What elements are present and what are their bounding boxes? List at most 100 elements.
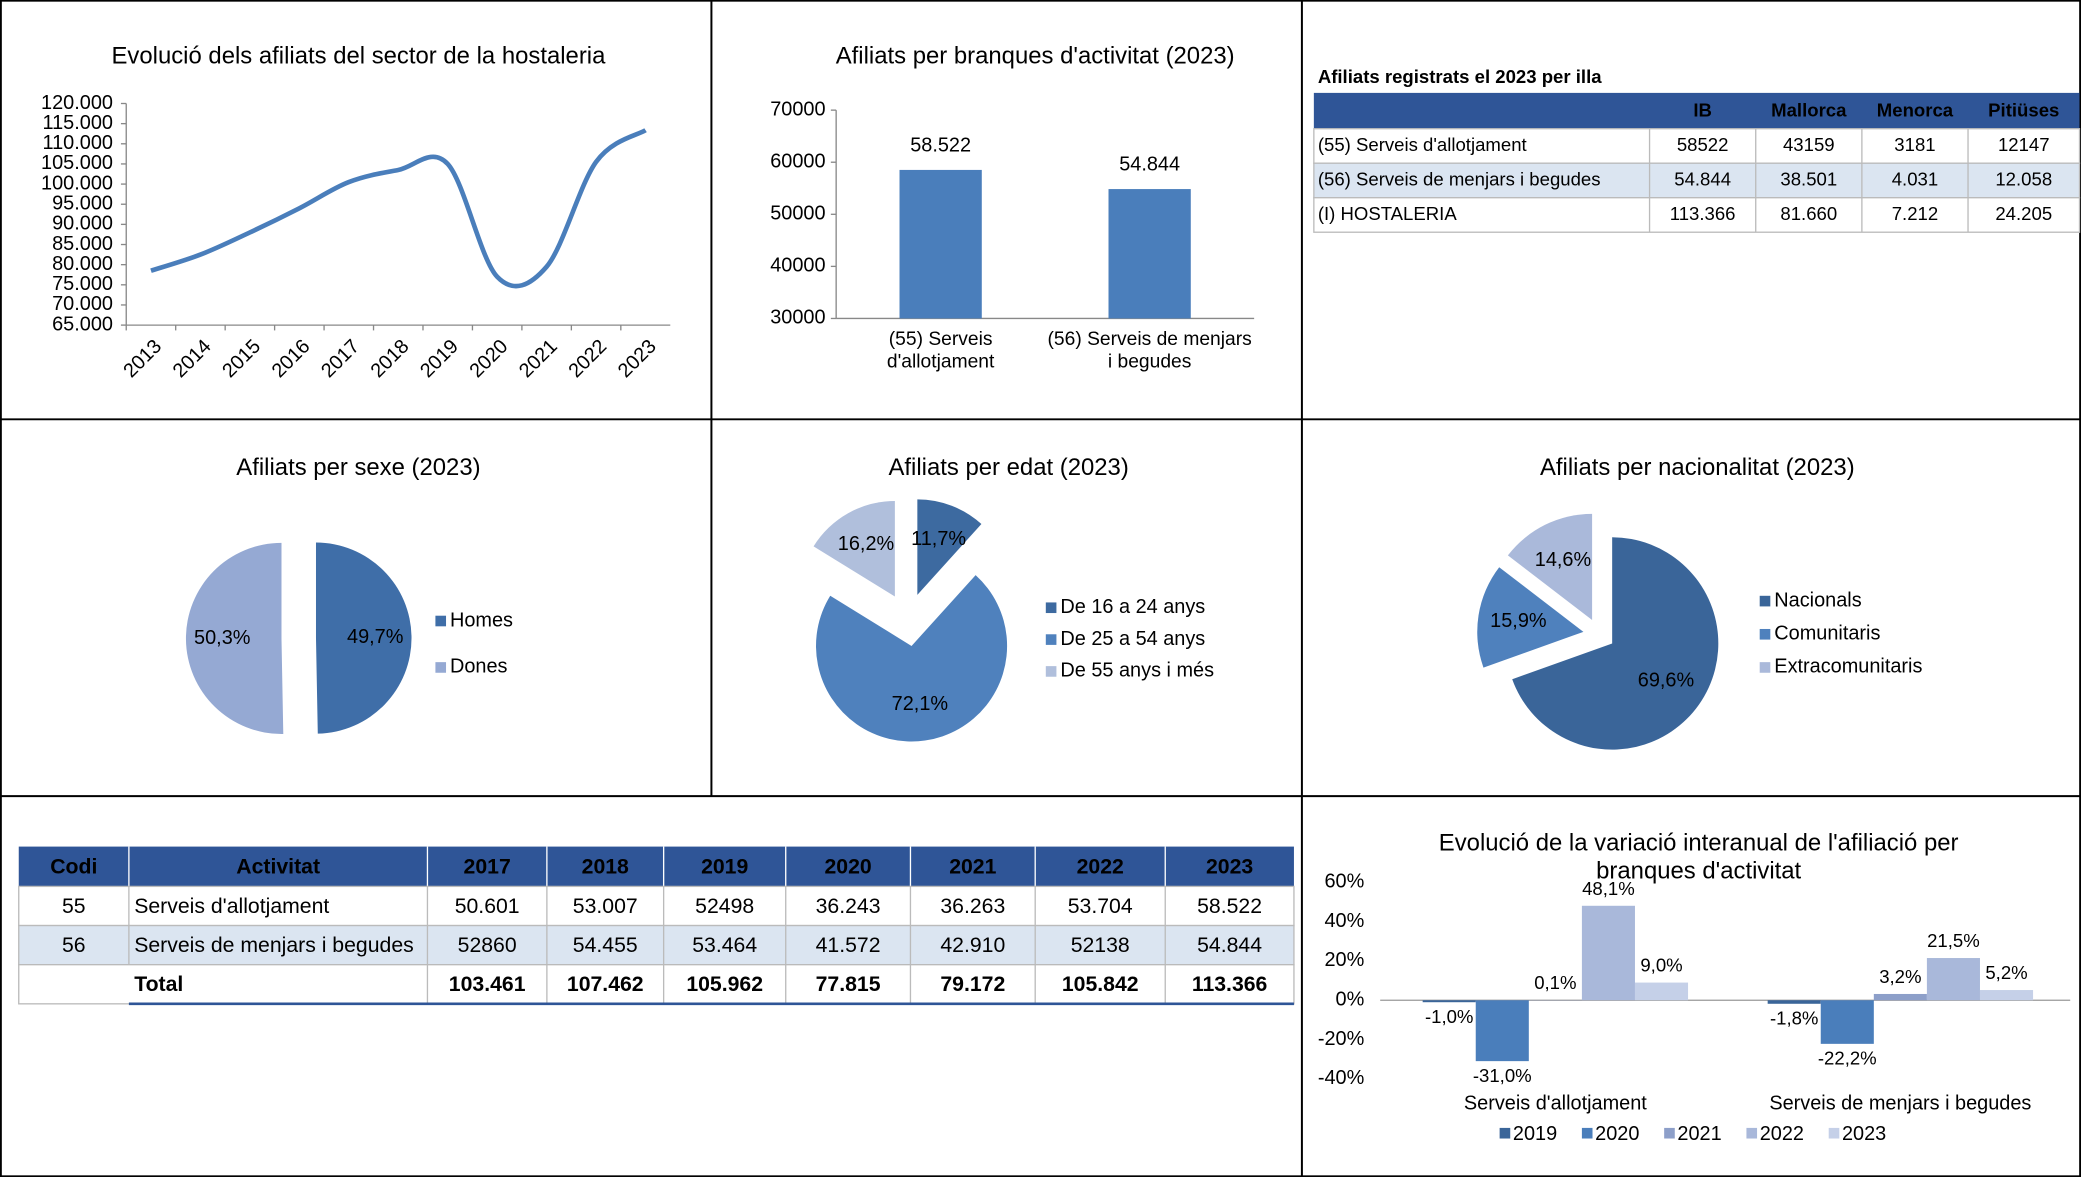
legend-label: 2022 bbox=[1760, 1123, 1804, 1145]
bar bbox=[1979, 990, 2034, 1001]
legend-swatch bbox=[1045, 634, 1057, 645]
table-cell: 4.031 bbox=[1892, 168, 1938, 189]
y-tick-label: 70.000 bbox=[52, 293, 113, 315]
column-header: 2020 bbox=[824, 855, 871, 878]
x-tick-label: 2017 bbox=[317, 335, 364, 382]
value-label: 0,1% bbox=[1534, 972, 1576, 993]
legend-label: De 25 a 54 anys bbox=[1060, 628, 1205, 650]
x-tick-label: 2022 bbox=[564, 335, 611, 382]
y-tick-label: 60% bbox=[1324, 871, 1364, 893]
slice-label: 49,7% bbox=[347, 626, 403, 648]
y-tick-label: 105.000 bbox=[41, 152, 113, 174]
x-tick-label: 2020 bbox=[466, 335, 513, 382]
legend-label: Nacionals bbox=[1774, 589, 1861, 611]
table-cell: 52138 bbox=[1071, 934, 1130, 957]
x-tick-label-box: (56) Serveis de menjars i begudes bbox=[1048, 329, 1252, 372]
slice-label: 50,3% bbox=[194, 627, 250, 649]
x-tick-label: Serveis d'allotjament bbox=[1464, 1092, 1647, 1114]
table-cell: 7.212 bbox=[1892, 203, 1938, 224]
y-tick-label: -40% bbox=[1318, 1067, 1364, 1089]
column-header: Mallorca bbox=[1771, 99, 1847, 120]
column-header: 2021 bbox=[949, 855, 996, 878]
chart-title: Afiliats per edat (2023) bbox=[888, 453, 1129, 481]
y-tick-label: 50000 bbox=[770, 203, 825, 225]
bar bbox=[1108, 189, 1191, 319]
table-cell: 52860 bbox=[458, 934, 517, 957]
value-label: 9,0% bbox=[1640, 955, 1682, 976]
value-label: 5,2% bbox=[1985, 962, 2027, 983]
x-tick-label: 2021 bbox=[515, 335, 562, 382]
pie-slice bbox=[1477, 567, 1584, 668]
column-header: 2022 bbox=[1077, 855, 1124, 878]
legend-label: 2021 bbox=[1677, 1123, 1721, 1145]
table-cell: 54.455 bbox=[573, 934, 638, 957]
pie-slice bbox=[1507, 513, 1593, 620]
value-label: -1,0% bbox=[1425, 1006, 1474, 1027]
slice-label: 11,7% bbox=[911, 528, 966, 550]
y-tick-label: 30000 bbox=[770, 307, 825, 329]
chart-title-box: Afiliats per nacionalitat (2023) bbox=[1540, 454, 1855, 481]
table-cell: (I) HOSTALERIA bbox=[1318, 203, 1458, 224]
bar bbox=[899, 169, 982, 319]
chart-title-box: Afiliats per branques d'activitat (2023) bbox=[836, 42, 1235, 69]
table-cell: 53.704 bbox=[1068, 895, 1133, 918]
value-label: -22,2% bbox=[1818, 1048, 1877, 1069]
table-row bbox=[1313, 128, 2081, 164]
table-cell: 58522 bbox=[1677, 134, 1729, 155]
y-tick-label: 100.000 bbox=[41, 172, 113, 194]
x-tick-label: 2016 bbox=[268, 335, 315, 382]
value-label: -1,8% bbox=[1770, 1008, 1819, 1029]
value-label: 48,1% bbox=[1582, 878, 1635, 899]
column-header: Menorca bbox=[1877, 99, 1954, 120]
table-cell: 52498 bbox=[695, 895, 754, 918]
table-cell: 3181 bbox=[1894, 134, 1935, 155]
bar bbox=[1767, 1000, 1821, 1004]
value-label: 21,5% bbox=[1927, 930, 1980, 951]
table-header-row bbox=[18, 846, 1294, 887]
legend-swatch bbox=[1499, 1127, 1511, 1139]
chart-title: Evolució dels afiliats del sector de la … bbox=[111, 42, 606, 70]
y-tick-label: 120.000 bbox=[41, 92, 113, 114]
table-row bbox=[1313, 162, 2081, 199]
y-tick-label: 20% bbox=[1324, 949, 1364, 971]
column-header: 2019 bbox=[701, 855, 748, 878]
x-tick-label: 2015 bbox=[218, 335, 265, 382]
bar bbox=[1422, 1000, 1476, 1003]
value-label: 3,2% bbox=[1879, 966, 1921, 987]
slice-label: 15,9% bbox=[1490, 610, 1546, 632]
bar bbox=[1475, 1000, 1529, 1062]
legend-swatch bbox=[1759, 628, 1771, 640]
bar bbox=[1581, 905, 1635, 1001]
legend-swatch bbox=[1828, 1127, 1840, 1139]
y-tick-label: 95.000 bbox=[52, 192, 113, 214]
y-tick-label: 90.000 bbox=[52, 213, 113, 235]
table-cell: 38.501 bbox=[1780, 168, 1837, 189]
table-cell: 79.172 bbox=[940, 973, 1005, 996]
legend-label: Homes bbox=[450, 609, 513, 631]
bar bbox=[1873, 993, 1927, 1001]
pie-slice bbox=[816, 575, 1008, 742]
chart-title-box: Afiliats per sexe (2023) bbox=[236, 453, 481, 481]
y-tick-label: 75.000 bbox=[52, 273, 113, 295]
table-cell: 56 bbox=[62, 934, 86, 957]
x-tick-label: 2014 bbox=[169, 335, 216, 382]
chart-title: Afiliats per sexe (2023) bbox=[236, 453, 481, 481]
table-cell: 103.461 bbox=[449, 973, 526, 996]
table-cell: Serveis d'allotjament bbox=[134, 895, 329, 918]
bar bbox=[1820, 1000, 1874, 1044]
table-cell: 54.844 bbox=[1197, 934, 1262, 957]
column-header: Codi bbox=[50, 855, 97, 878]
legend-label: 2023 bbox=[1842, 1123, 1886, 1145]
y-tick-label: 60000 bbox=[770, 150, 825, 172]
value-label: 58.522 bbox=[910, 134, 971, 156]
table-cell: 53.464 bbox=[692, 934, 757, 957]
x-tick-label: 2013 bbox=[119, 335, 166, 382]
y-tick-label: 40000 bbox=[770, 255, 825, 277]
table-cell: 36.263 bbox=[940, 895, 1005, 918]
x-tick-label: 2019 bbox=[416, 335, 463, 382]
table-cell: 36.243 bbox=[816, 895, 881, 918]
table-cell: 43159 bbox=[1783, 134, 1835, 155]
